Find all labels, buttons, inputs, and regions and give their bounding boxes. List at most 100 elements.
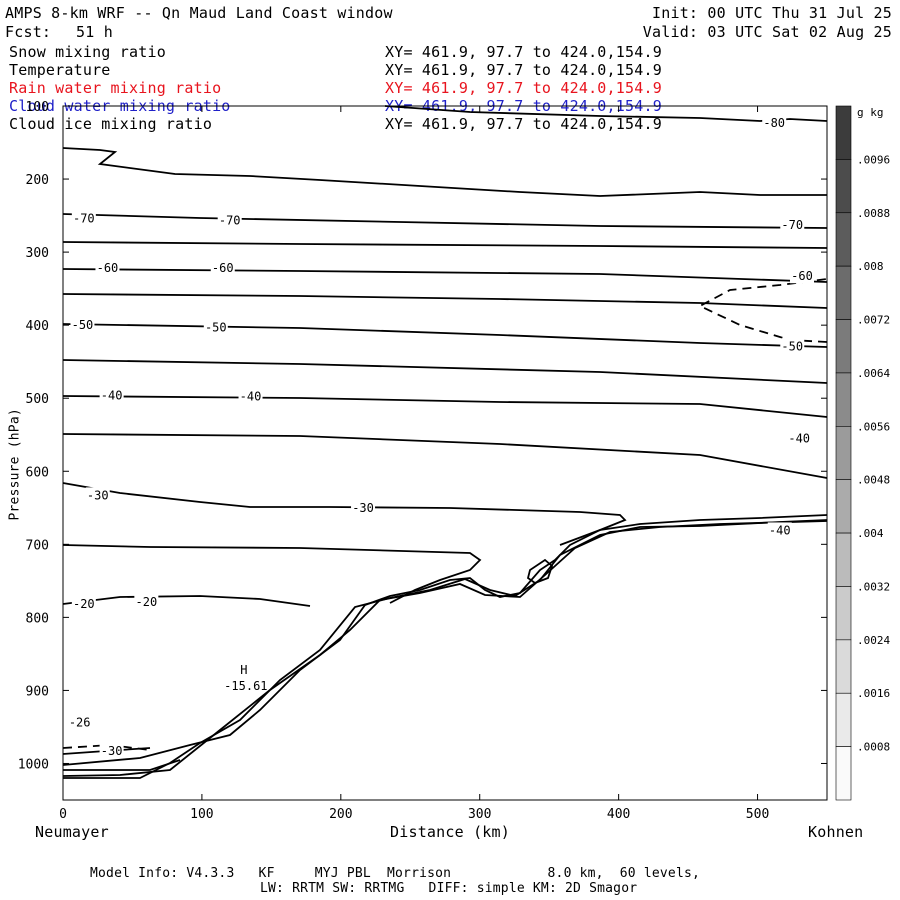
colorbar-segment (835, 692, 852, 747)
contour-label: -20 (136, 595, 158, 609)
x-tick-label: 400 (607, 807, 630, 822)
y-tick-label: 500 (26, 392, 49, 407)
colorbar-segment (835, 372, 852, 427)
colorbar-tick-label: .0064 (857, 367, 890, 380)
y-tick-label: 300 (26, 246, 49, 261)
forecast-hour: 51 h (76, 23, 113, 41)
x-tick-label: 100 (190, 807, 213, 822)
colorbar-segment (835, 212, 852, 267)
model-info-line1: Model Info: V4.3.3 KF MYJ PBL Morrison 8… (90, 866, 701, 881)
right-endpoint-label: Kohnen (808, 823, 864, 841)
contour-label: -50 (72, 318, 94, 332)
colorbar-tick-label: .004 (857, 527, 884, 540)
contour-label: -40 (240, 390, 262, 404)
contour-label-bg (789, 268, 814, 284)
y-tick-label: 100 (26, 100, 49, 115)
y-tick-label: 800 (26, 611, 49, 626)
contour-label: -50 (205, 320, 227, 334)
contour-line (62, 544, 482, 604)
contour-label: -50 (781, 339, 803, 353)
y-tick-label: 900 (26, 684, 49, 699)
colorbar-tick-label: .0072 (857, 314, 890, 327)
y-tick-label: 1000 (18, 757, 49, 772)
contour-label: -30 (352, 501, 374, 515)
contour-label-bg (210, 260, 235, 276)
colorbar-tick-label: .0032 (857, 580, 890, 593)
field-name: Temperature (9, 61, 111, 79)
contour-label-bg (203, 319, 228, 335)
extremum-letter: H (240, 663, 247, 677)
contour-label: -20 (73, 597, 95, 611)
contour-label: -40 (101, 388, 123, 402)
contour-label-bg (238, 388, 263, 404)
colorbar-segment (835, 746, 852, 801)
colorbar-tick-label: .0016 (857, 687, 890, 700)
contour-label-bg (70, 317, 95, 333)
contour-label-bg (134, 594, 159, 610)
contour-label-bg (99, 743, 124, 759)
colorbar-tick-label: .008 (857, 260, 884, 273)
contour-label-bg (217, 212, 242, 228)
contour-line (62, 323, 828, 348)
field-xy: XY= 461.9, 97.7 to 424.0,154.9 (385, 61, 662, 79)
plot-area (62, 105, 828, 801)
colorbar-tick-label: .0088 (857, 207, 890, 220)
colorbar-segment (835, 105, 852, 160)
contour-line (63, 519, 828, 779)
contour-line (62, 520, 828, 777)
x-tick-label: 300 (468, 807, 491, 822)
contour-line (384, 105, 828, 122)
contour-line (62, 482, 627, 546)
x-tick-label: 0 (59, 807, 67, 822)
colorbar-tick-label: .0008 (857, 741, 890, 754)
forecast-label: Fcst: (5, 23, 52, 41)
contour-line (62, 147, 827, 197)
product-title: AMPS 8-km WRF -- Qn Maud Land Coast wind… (5, 4, 393, 22)
contour-label-bg (99, 387, 124, 403)
contour-label: -60 (791, 269, 813, 283)
contour-line (62, 433, 828, 479)
colorbar-segment (835, 159, 852, 214)
contour-label: -70 (781, 218, 803, 232)
contour-line (62, 359, 828, 384)
contour-label-bg (71, 210, 96, 226)
y-tick-label: 600 (26, 465, 49, 480)
contour-label: -60 (212, 261, 234, 275)
contour-label: -26 (69, 716, 91, 730)
valid-time: Valid: 03 UTC Sat 02 Aug 25 (642, 23, 892, 41)
field-name: Cloud ice mixing ratio (9, 115, 213, 133)
contour-line (62, 213, 828, 229)
contour-label-bg (85, 487, 110, 503)
contour-label: -40 (788, 431, 810, 445)
contour-label: -70 (73, 212, 95, 226)
contour-line (62, 395, 828, 418)
y-tick-label: 700 (26, 538, 49, 553)
init-time: Init: 00 UTC Thu 31 Jul 25 (652, 4, 892, 22)
x-tick-label: 200 (329, 807, 352, 822)
contour-line (62, 514, 828, 766)
model-info-line2: LW: RRTM SW: RRTMG DIFF: simple KM: 2D S… (260, 881, 638, 896)
contour-line (62, 268, 828, 283)
contour-label-bg (767, 522, 792, 538)
contour-label-bg (71, 596, 96, 612)
field-name: Rain water mixing ratio (9, 79, 222, 97)
contour-label: -80 (763, 116, 785, 130)
y-tick-label: 200 (26, 173, 49, 188)
colorbar-tick-label: .0048 (857, 474, 890, 487)
colorbar-tick-label: .0056 (857, 420, 890, 433)
colorbar-segment (835, 265, 852, 320)
field-name: Snow mixing ratio (9, 43, 166, 61)
contour-label-bg (787, 430, 812, 446)
colorbar-segment (835, 319, 852, 374)
field-xy: XY= 461.9, 97.7 to 424.0,154.9 (385, 79, 662, 97)
contour-label: -40 (769, 523, 791, 537)
x-tick-label: 500 (746, 807, 769, 822)
colorbar-tick-label: .0024 (857, 634, 890, 647)
colorbar-segment (835, 426, 852, 480)
contour-line (526, 558, 554, 584)
contour-label-bg (351, 499, 376, 515)
colorbar-segment (835, 639, 852, 694)
field-xy: XY= 461.9, 97.7 to 424.0,154.9 (385, 43, 662, 61)
y-axis-label: Pressure (hPa) (7, 408, 23, 521)
